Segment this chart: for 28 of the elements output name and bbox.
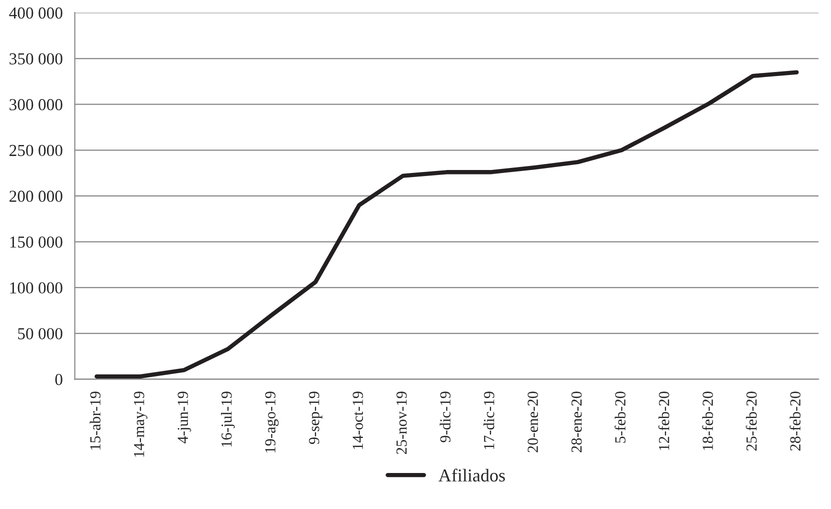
legend-label: Afiliados: [438, 468, 505, 482]
x-tick-label: 9-dic-19: [440, 392, 450, 442]
x-tick-label: 25-feb-20: [746, 392, 757, 451]
x-tick-label: 14-may-19: [134, 392, 148, 457]
x-tick-label: 25-nov-19: [396, 392, 407, 454]
x-tick-label: 20-ene-20: [528, 392, 538, 452]
x-tick-label: 14-oct-19: [352, 392, 363, 450]
x-tick-label: 19-ago-19: [265, 392, 279, 452]
y-tick-label: 0: [55, 374, 62, 386]
x-tick-label: 16-jul-19: [220, 392, 235, 447]
y-tick-label: 200 000: [10, 190, 62, 202]
x-tick-label: 28-ene-20: [571, 392, 582, 452]
y-tick-label: 400 000: [9, 7, 62, 19]
x-tick-label: 28-feb-20: [790, 392, 800, 451]
x-tick-label: 12-feb-20: [658, 392, 670, 450]
x-tick-label: 15-abr-19: [90, 392, 100, 450]
x-tick-label: 5-feb-20: [614, 392, 626, 443]
x-tick-label: 9-sep-19: [308, 392, 322, 444]
y-tick-label: 350 000: [10, 53, 62, 64]
y-tick-label: 300 000: [10, 99, 62, 110]
y-tick-label: 50 000: [18, 328, 62, 340]
line-series: [94, 70, 799, 379]
y-tick-label: 250 000: [10, 144, 62, 156]
x-tick-label: 4-jun-19: [178, 392, 192, 444]
y-tick-label: 100 000: [10, 282, 62, 294]
x-tick-label: 18-feb-20: [702, 392, 713, 450]
y-tick-label: 150 000: [10, 236, 62, 248]
x-tick-label: 17-dic-19: [483, 392, 494, 450]
